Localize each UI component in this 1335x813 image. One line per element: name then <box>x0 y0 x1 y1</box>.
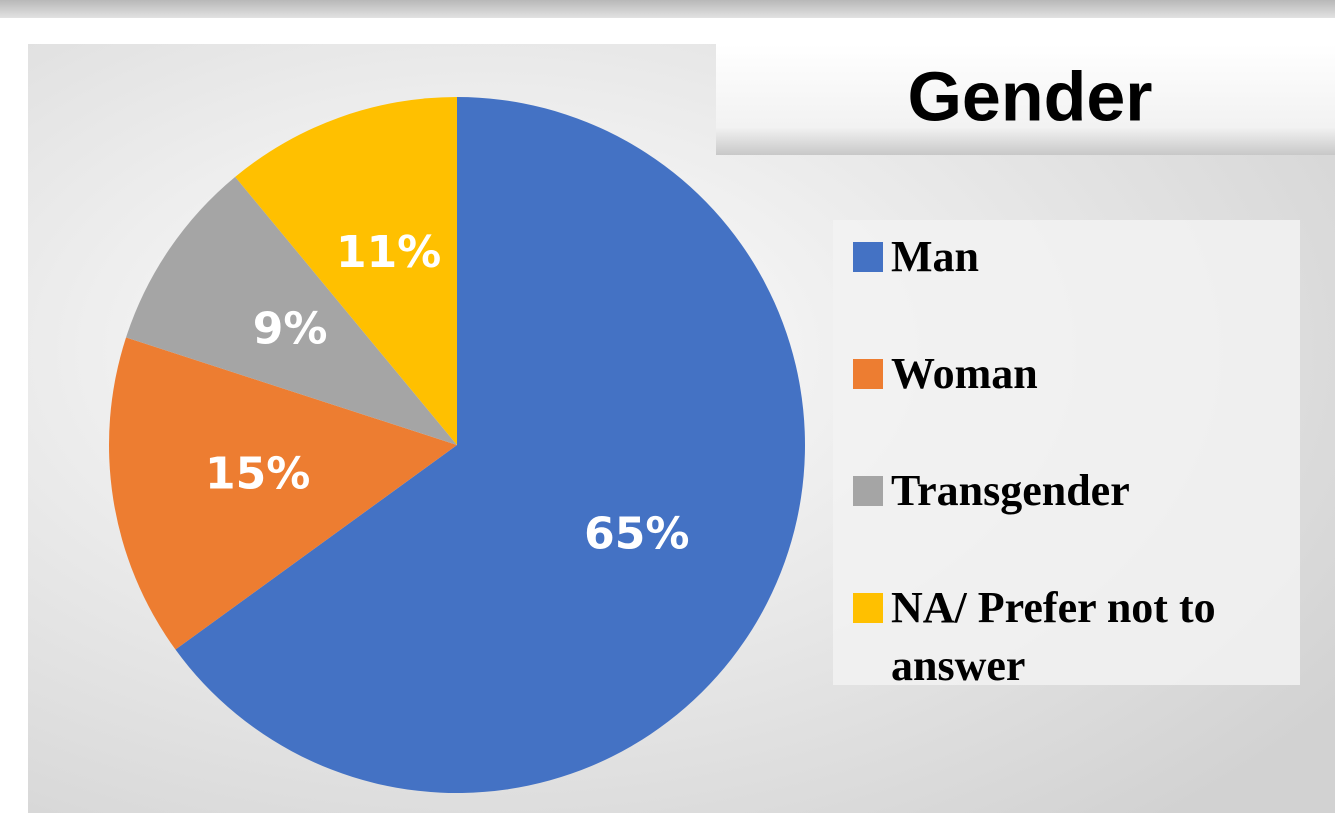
legend-swatch <box>853 242 883 272</box>
legend-label: Transgender <box>891 466 1130 515</box>
legend-item: NA/ Prefer not to answer <box>853 579 1300 696</box>
pie: 65% 15% 9%11% <box>108 97 806 794</box>
pie-slice <box>126 176 457 445</box>
legend-item: Man <box>853 228 1300 345</box>
legend-item: Transgender <box>853 462 1300 579</box>
data-label: 11% <box>336 227 441 278</box>
title-box <box>716 44 1335 155</box>
chart-title: Gender <box>907 57 1152 135</box>
legend: Man Woman Transgender NA/ Prefer not to ans… <box>833 220 1300 690</box>
pie-slice <box>108 337 457 650</box>
legend-label: Man <box>891 232 979 281</box>
legend-swatch <box>853 359 883 389</box>
legend-swatch <box>853 476 883 506</box>
data-label: 9% <box>253 304 328 355</box>
pie-slice <box>175 97 806 794</box>
top-band <box>0 0 1335 18</box>
data-label: 15% <box>205 449 310 500</box>
legend-item: Woman <box>853 345 1300 462</box>
legend-swatch <box>853 593 883 623</box>
pie-slice <box>235 97 457 445</box>
data-label: 65% <box>584 509 689 560</box>
legend-label: Woman <box>891 349 1038 398</box>
legend-label: NA/ Prefer not to answer <box>891 583 1216 690</box>
